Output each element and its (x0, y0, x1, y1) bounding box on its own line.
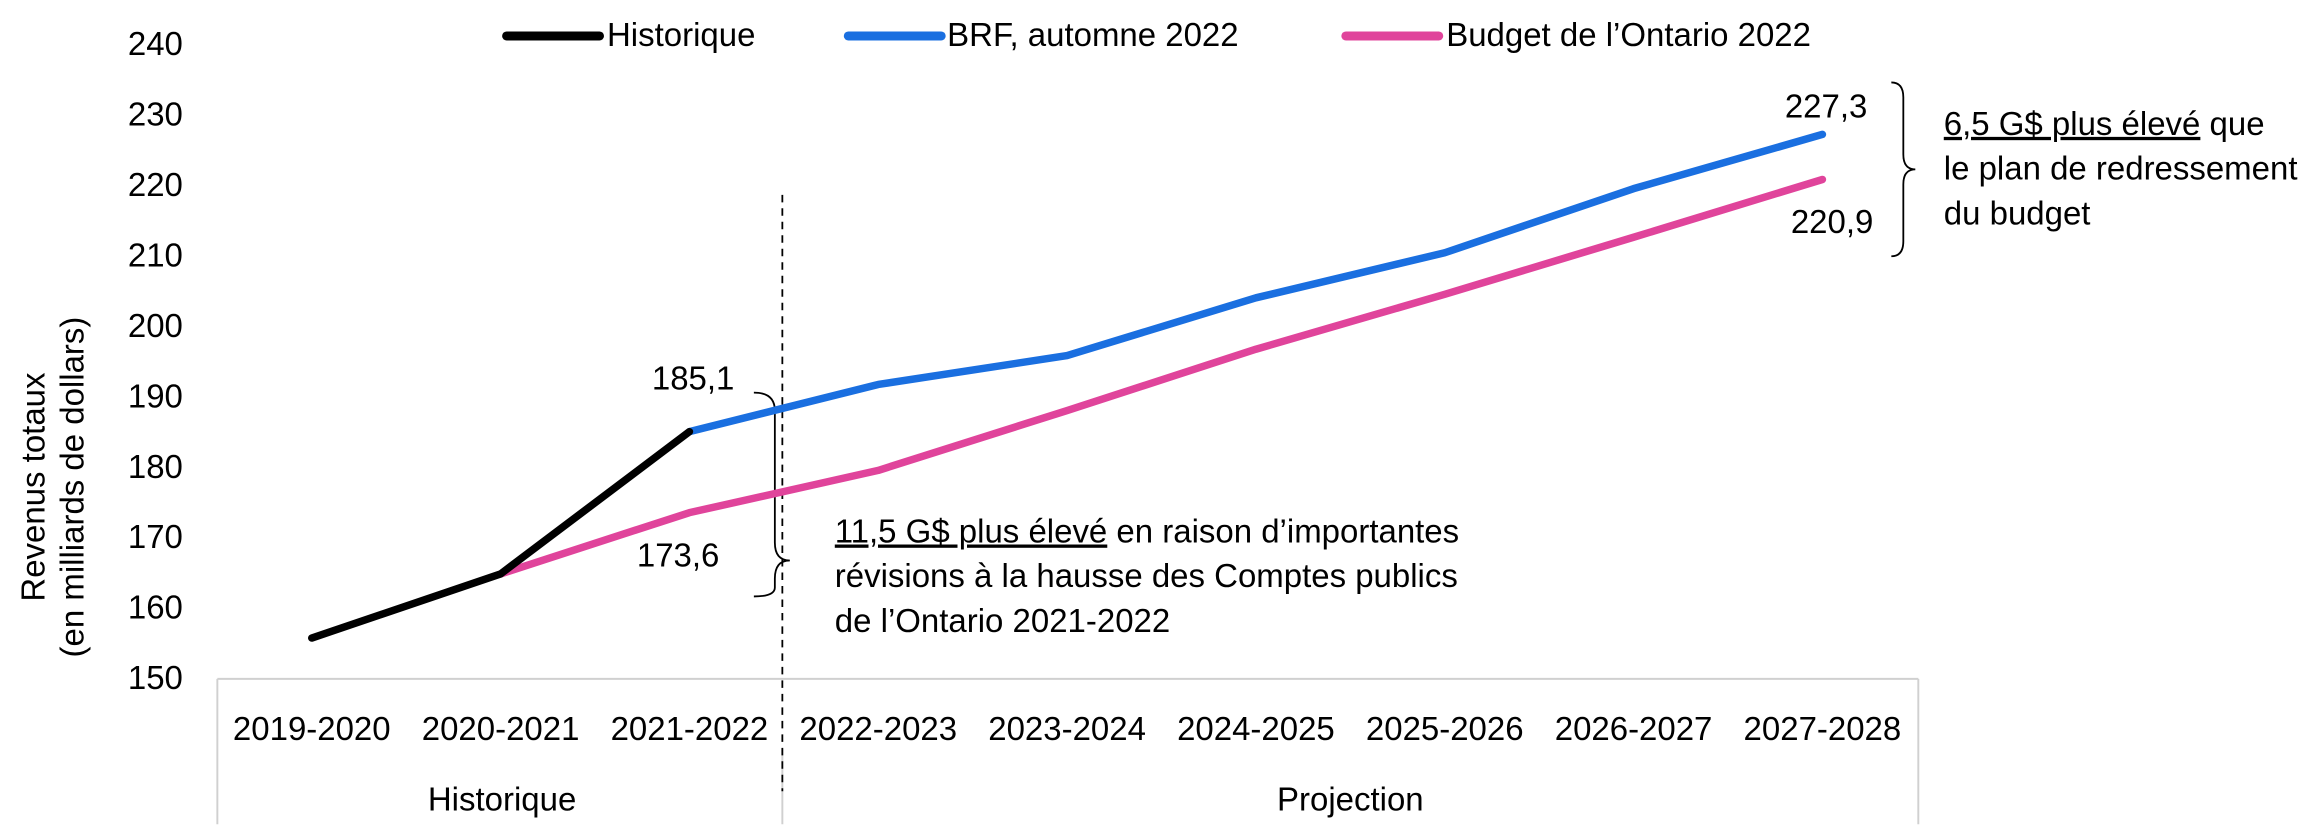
annotation-text: du budget (1944, 195, 2091, 232)
x-tick-label: 2025-2026 (1366, 710, 1524, 747)
y-axis-label: Revenus totaux (15, 372, 52, 602)
annotation-text: révisions à la hausse des Comptes public… (835, 557, 1458, 594)
data-label: 220,9 (1791, 203, 1874, 240)
annotation-text: le plan de redressement (1944, 150, 2298, 187)
series-line (496, 175, 1827, 578)
x-tick-label: 2019-2020 (233, 710, 391, 747)
x-tick-label: 2026-2027 (1555, 710, 1713, 747)
y-tick-label: 190 (128, 377, 183, 414)
bracket (1891, 81, 1916, 258)
data-label: 227,3 (1785, 88, 1868, 125)
x-tick-label: 2020-2021 (422, 710, 580, 747)
x-tick-label: 2023-2024 (988, 710, 1146, 747)
bracket (753, 391, 790, 598)
annotation: 6,5 G$ plus élevé que (1944, 105, 2265, 142)
y-axis-label: (en milliards de dollars) (54, 317, 91, 658)
legend-label: Historique (607, 16, 755, 53)
y-tick-label: 230 (128, 96, 183, 133)
group-label: Historique (428, 780, 576, 817)
series-line (308, 427, 694, 642)
annotation-underlined: 11,5 G$ plus élevé (835, 512, 1107, 549)
y-tick-label: 150 (128, 659, 183, 696)
y-tick-label: 160 (128, 589, 183, 626)
data-label: 185,1 (652, 359, 735, 396)
group-label: Projection (1277, 780, 1424, 817)
y-tick-label: 240 (128, 25, 183, 62)
legend-label: BRF, automne 2022 (947, 16, 1238, 53)
y-tick-label: 180 (128, 448, 183, 485)
annotation: 11,5 G$ plus élevé en raison d’important… (835, 512, 1459, 549)
legend-label: Budget de l’Ontario 2022 (1446, 16, 1811, 53)
data-label: 173,6 (637, 536, 720, 573)
y-tick-label: 210 (128, 236, 183, 273)
annotation-underlined: 6,5 G$ plus élevé (1944, 105, 2201, 142)
annotation-text: de l’Ontario 2021-2022 (835, 602, 1170, 639)
series-line (685, 130, 1827, 436)
x-tick-label: 2021-2022 (611, 710, 769, 747)
annotation-text: que (2200, 105, 2264, 142)
y-tick-label: 170 (128, 518, 183, 555)
y-tick-label: 220 (128, 166, 183, 203)
x-tick-label: 2024-2025 (1177, 710, 1335, 747)
y-tick-label: 200 (128, 307, 183, 344)
x-tick-label: 2027-2028 (1744, 710, 1902, 747)
annotation-text: en raison d’importantes (1107, 512, 1459, 549)
x-tick-label: 2022-2023 (799, 710, 957, 747)
